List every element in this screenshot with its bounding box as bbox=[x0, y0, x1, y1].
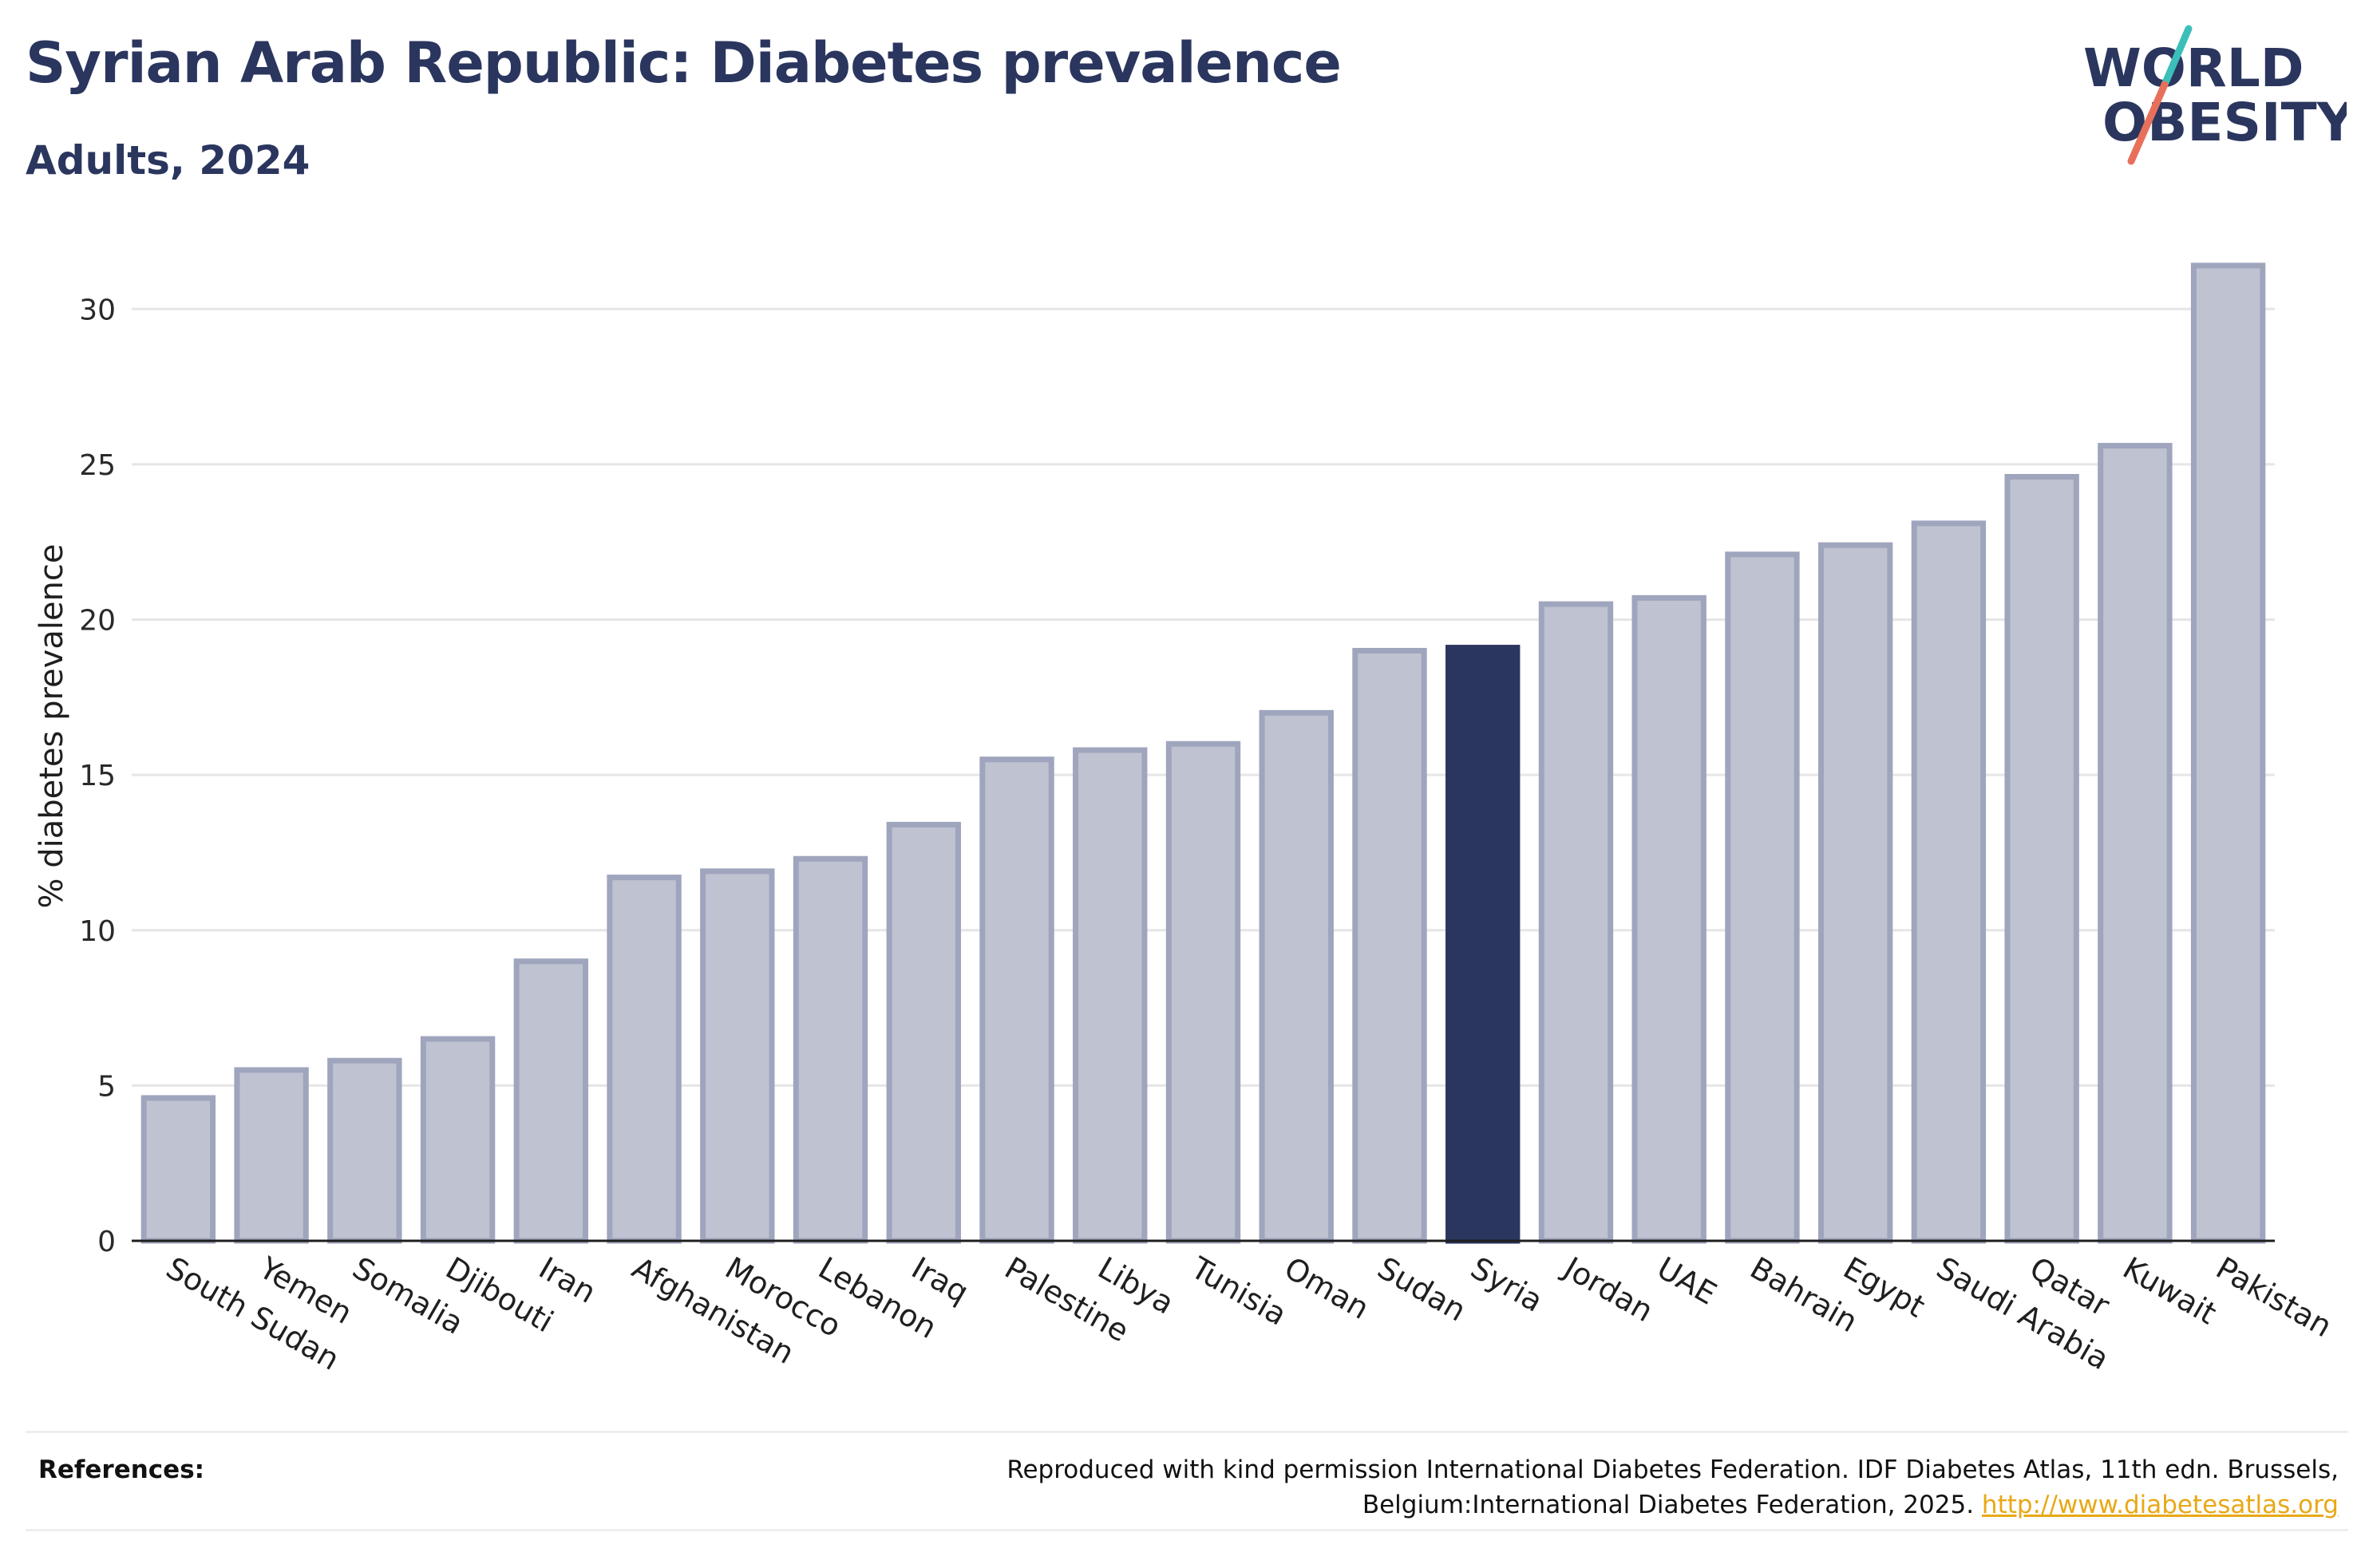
bar-syria bbox=[1445, 645, 1521, 1244]
bar-afghanistan bbox=[607, 875, 682, 1244]
logo-line1: WORLD bbox=[2083, 38, 2304, 99]
bar-kuwait bbox=[2098, 443, 2173, 1244]
x-tick-label: Sudan bbox=[1371, 1250, 1472, 1329]
bar-uae bbox=[1631, 594, 1706, 1244]
y-tick-label: 10 bbox=[79, 915, 116, 948]
bar-somalia bbox=[327, 1057, 402, 1244]
bar-south-sudan bbox=[140, 1095, 216, 1244]
bar-pakistan bbox=[2190, 263, 2266, 1244]
x-tick-label: Bahrain bbox=[1744, 1250, 1863, 1340]
chart-subtitle: Adults, 2024 bbox=[26, 137, 310, 184]
diabetes-atlas-link[interactable]: http://www.diabetesatlas.org bbox=[1981, 1491, 2339, 1519]
references-text: Reproduced with kind permission Internat… bbox=[742, 1452, 2339, 1523]
world-obesity-logo: WORLD OBESITY bbox=[2083, 25, 2347, 165]
x-tick-label: Tunisia bbox=[1184, 1250, 1292, 1333]
y-tick-label: 0 bbox=[97, 1226, 116, 1258]
chart-title: Syrian Arab Republic: Diabetes prevalenc… bbox=[26, 30, 1342, 96]
logo-slash-bottom bbox=[2127, 81, 2169, 165]
x-tick-label: Jordan bbox=[1556, 1250, 1659, 1329]
y-tick-label: 20 bbox=[79, 605, 116, 638]
bar-saudi-arabia bbox=[1911, 520, 1987, 1244]
logo-line2: OBESITY bbox=[2102, 92, 2347, 153]
x-tick-label: UAE bbox=[1651, 1250, 1722, 1312]
bar-iraq bbox=[886, 821, 961, 1244]
bar-morocco bbox=[700, 868, 775, 1244]
bar-chart: 0 5 10 15 20 25 30 South SudanYemenSomaliaDjib… bbox=[34, 263, 2338, 1377]
x-tick-label: Pakistan bbox=[2210, 1250, 2338, 1345]
y-tick-label: 30 bbox=[79, 294, 116, 326]
x-tick-label: Oman bbox=[1279, 1250, 1375, 1326]
references-footer: References: Reproduced with kind permiss… bbox=[26, 1431, 2348, 1531]
bar-yemen bbox=[234, 1067, 309, 1244]
references-label: References: bbox=[38, 1455, 205, 1484]
x-tick-label: Kuwait bbox=[2117, 1250, 2222, 1332]
bar-iran bbox=[513, 958, 589, 1244]
bar-qatar bbox=[2004, 473, 2079, 1244]
logo-slash-top bbox=[2161, 25, 2193, 89]
y-axis-title: % diabetes prevalence bbox=[34, 543, 70, 908]
bar-tunisia bbox=[1165, 741, 1241, 1244]
bar-palestine bbox=[979, 756, 1054, 1244]
x-tick-label: Syria bbox=[1465, 1250, 1548, 1319]
bar-sudan bbox=[1352, 647, 1427, 1244]
axes: 0 5 10 15 20 25 30 bbox=[79, 294, 2275, 1258]
y-tick-label: 25 bbox=[79, 449, 116, 482]
y-tick-label: 15 bbox=[79, 760, 116, 792]
bars bbox=[140, 263, 2266, 1244]
y-tick-label: 5 bbox=[97, 1070, 116, 1103]
bar-lebanon bbox=[793, 855, 868, 1244]
bar-jordan bbox=[1538, 601, 1614, 1244]
bar-bahrain bbox=[1725, 551, 1800, 1244]
bar-egypt bbox=[1817, 542, 1893, 1244]
bar-djibouti bbox=[420, 1036, 496, 1244]
references-citation: Reproduced with kind permission Internat… bbox=[1006, 1455, 2339, 1519]
bar-libya bbox=[1073, 747, 1148, 1244]
bar-oman bbox=[1259, 709, 1334, 1244]
